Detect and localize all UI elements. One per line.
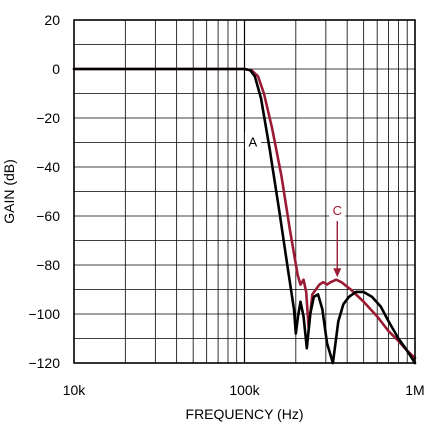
y-axis-title: GAIN (dB)	[1, 159, 17, 224]
annotations: AC	[244, 131, 346, 278]
plot-series	[72, 67, 417, 365]
annotation-background	[329, 200, 346, 219]
plot-frame	[73, 19, 416, 364]
annotation-label-a: A	[249, 135, 258, 150]
y-tick-label: 0	[52, 61, 60, 77]
x-axis-title: FREQUENCY (Hz)	[186, 406, 304, 422]
annotation-label-c: C	[333, 203, 342, 218]
y-tick-label: 20	[44, 12, 60, 28]
y-tick-label: −80	[36, 257, 60, 273]
grid	[74, 20, 415, 363]
annotation-arrow-head	[333, 268, 342, 278]
series-line-c	[72, 67, 417, 360]
x-tick-label: 1M	[405, 382, 424, 398]
annotation-background	[244, 131, 261, 150]
y-tick-label: −40	[36, 159, 60, 175]
x-tick-label: 100k	[229, 382, 260, 398]
y-tick-label: −120	[28, 355, 60, 371]
series-line-a	[72, 67, 417, 365]
y-tick-label: −100	[28, 306, 60, 322]
x-tick-label: 10k	[63, 382, 87, 398]
y-tick-label: −20	[36, 110, 60, 126]
y-tick-label: −60	[36, 208, 60, 224]
